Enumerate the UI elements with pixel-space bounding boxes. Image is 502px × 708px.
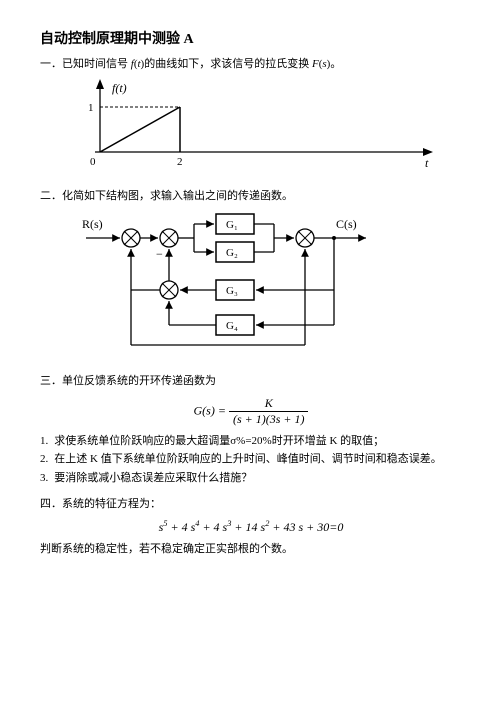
q3-head: 三．单位反馈系统的开环传递函数为	[40, 373, 462, 390]
q1-text: 一．已知时间信号 f(t)的曲线如下，求该信号的拉氏变换 F(s)。	[40, 58, 341, 70]
q1-head: 一．已知时间信号 f(t)的曲线如下，求该信号的拉氏变换 F(s)。	[40, 56, 462, 73]
formula-num: K	[229, 396, 309, 412]
ytick-1: 1	[88, 102, 94, 114]
poly-expr: s5 + 4 s4 + 4 s3 + 14 s2 + 43 s + 30=0	[159, 520, 344, 534]
list-item: 2. 在上述 K 值下系统单位阶跃响应的上升时间、峰值时间、调节时间和稳态误差。	[40, 451, 462, 468]
q3-items: 1. 求使系统单位阶跃响应的最大超调量σ%=20%时开环增益 K 的取值； 2.…	[40, 433, 462, 487]
list-item: 3. 要消除或减小稳态误差应采取什么措施？	[40, 470, 462, 487]
list-item: 1. 求使系统单位阶跃响应的最大超调量σ%=20%时开环增益 K 的取值；	[40, 433, 462, 450]
g2-label: G₂	[226, 247, 238, 259]
formula-lhs: G(s) =	[194, 403, 229, 417]
formula-den: (s + 1)(3s + 1)	[229, 412, 309, 427]
output-label: C(s)	[336, 217, 357, 231]
item-text: 在上述 K 值下系统单位阶跃响应的上升时间、峰值时间、调节时间和稳态误差。	[54, 451, 441, 468]
q4-tail: 判断系统的稳定性，若不稳定确定正实部根的个数。	[40, 541, 462, 558]
input-label: R(s)	[82, 217, 103, 231]
xtick-2: 2	[177, 156, 183, 168]
item-text: 要消除或减小稳态误差应采取什么措施？	[54, 470, 252, 487]
q4-head: 四．系统的特征方程为：	[40, 496, 462, 513]
formula-frac: K (s + 1)(3s + 1)	[229, 396, 309, 427]
minus-sign: −	[156, 247, 163, 261]
item-num: 2.	[40, 451, 48, 468]
xlabel: t	[425, 156, 429, 170]
q2-head: 二．化简如下结构图，求输入输出之间的传递函数。	[40, 188, 462, 205]
block-diagram: R(s) − G₁ G₂ C(s)	[76, 210, 386, 360]
ylabel: f(t)	[112, 81, 127, 95]
g3-label: G₃	[226, 285, 238, 297]
item-num: 1.	[40, 433, 48, 450]
item-num: 3.	[40, 470, 48, 487]
xtick-0: 0	[90, 156, 96, 168]
q4-poly: s5 + 4 s4 + 4 s3 + 14 s2 + 43 s + 30=0	[40, 519, 462, 535]
q1-chart: f(t) 1 0 2 t	[70, 77, 462, 180]
page-title: 自动控制原理期中测验 A	[40, 28, 462, 48]
q3-formula: G(s) = K (s + 1)(3s + 1)	[40, 396, 462, 427]
q2-diagram: R(s) − G₁ G₂ C(s)	[76, 210, 462, 363]
g1-label: G₁	[226, 219, 238, 231]
item-text: 求使系统单位阶跃响应的最大超调量σ%=20%时开环增益 K 的取值；	[54, 433, 384, 450]
signal-plot: f(t) 1 0 2 t	[70, 77, 440, 177]
g4-label: G₄	[226, 320, 238, 332]
